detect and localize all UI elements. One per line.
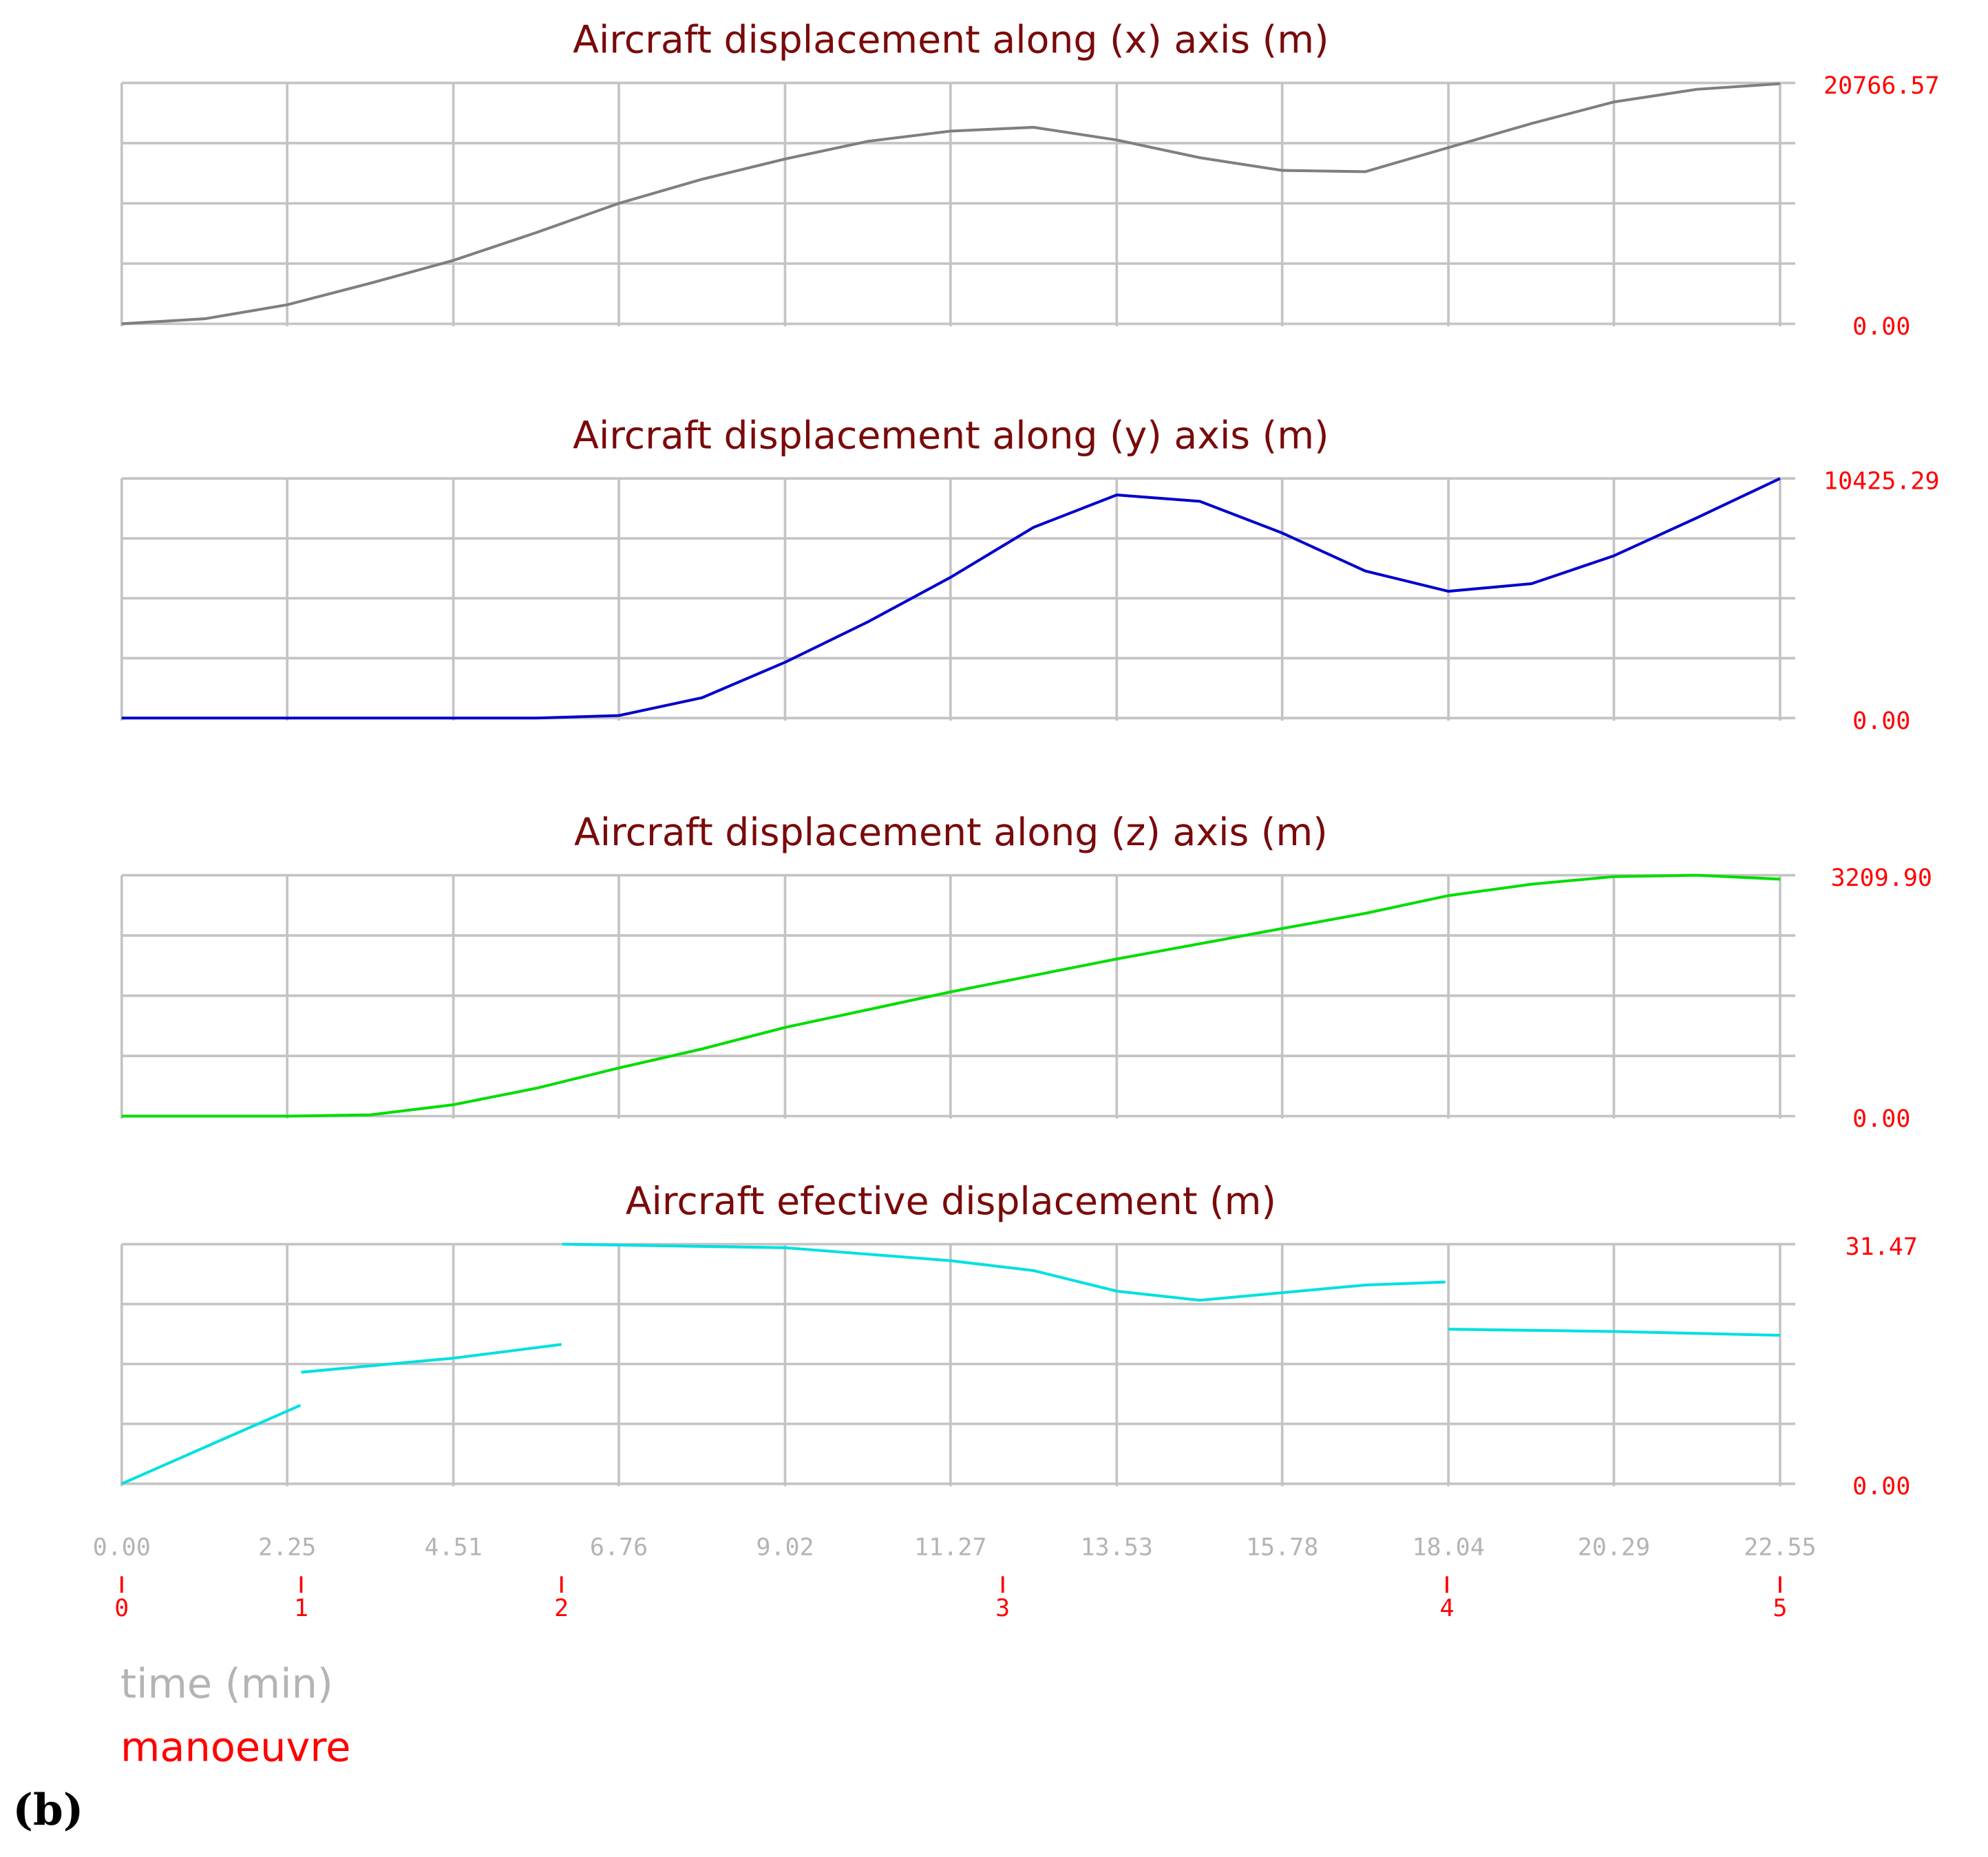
manoeuvre-label: 3 bbox=[995, 1595, 1010, 1622]
data-line bbox=[121, 873, 1781, 1118]
x-tick-label: 6.76 bbox=[590, 1534, 648, 1562]
x-tick-label: 2.25 bbox=[258, 1534, 316, 1562]
y-tick-label: 20766.57 bbox=[1823, 72, 1940, 100]
data-line bbox=[121, 1242, 1780, 1485]
y-tick-label: 0.00 bbox=[1852, 1473, 1910, 1500]
y-tick-label: 10425.29 bbox=[1823, 468, 1940, 496]
manoeuvre-label: 0 bbox=[114, 1595, 129, 1622]
x-tick-label: 18.04 bbox=[1412, 1534, 1484, 1562]
chart-title: Aircraft displacement along (x) axis (m) bbox=[573, 19, 1329, 63]
x-axis-label: time (min) bbox=[120, 1660, 333, 1708]
y-tick-label: 0.00 bbox=[1852, 313, 1910, 341]
manoeuvre-label: 5 bbox=[1773, 1595, 1787, 1622]
y-tick-label: 0.00 bbox=[1852, 708, 1910, 735]
chart-title: Aircraft displacement along (y) axis (m) bbox=[573, 414, 1329, 458]
x-tick-label: 15.78 bbox=[1246, 1534, 1318, 1562]
manoeuvre-label: 1 bbox=[294, 1595, 308, 1622]
manoeuvre-label: 4 bbox=[1439, 1595, 1454, 1622]
x-tick-label: 0.00 bbox=[93, 1534, 151, 1562]
manoeuvre-label: 2 bbox=[554, 1595, 569, 1622]
y-tick-label: 3209.90 bbox=[1831, 864, 1932, 892]
x-tick-label: 22.55 bbox=[1744, 1534, 1816, 1562]
chart-title: Aircraft displacement along (z) axis (m) bbox=[574, 811, 1328, 855]
data-line bbox=[121, 477, 1781, 720]
x-tick-label: 9.02 bbox=[756, 1534, 814, 1562]
x-tick-label: 4.51 bbox=[425, 1534, 483, 1562]
y-tick-label: 0.00 bbox=[1852, 1105, 1910, 1133]
x-tick-label: 20.29 bbox=[1578, 1534, 1650, 1562]
x-tick-label: 13.53 bbox=[1081, 1534, 1153, 1562]
chart-title: Aircraft efective displacement (m) bbox=[626, 1180, 1276, 1224]
data-line bbox=[121, 82, 1781, 326]
manoeuvre-axis-label: manoeuvre bbox=[120, 1723, 351, 1771]
x-tick-label: 11.27 bbox=[914, 1534, 986, 1562]
panel-label: (b) bbox=[12, 1784, 83, 1835]
y-tick-label: 31.47 bbox=[1846, 1233, 1918, 1261]
